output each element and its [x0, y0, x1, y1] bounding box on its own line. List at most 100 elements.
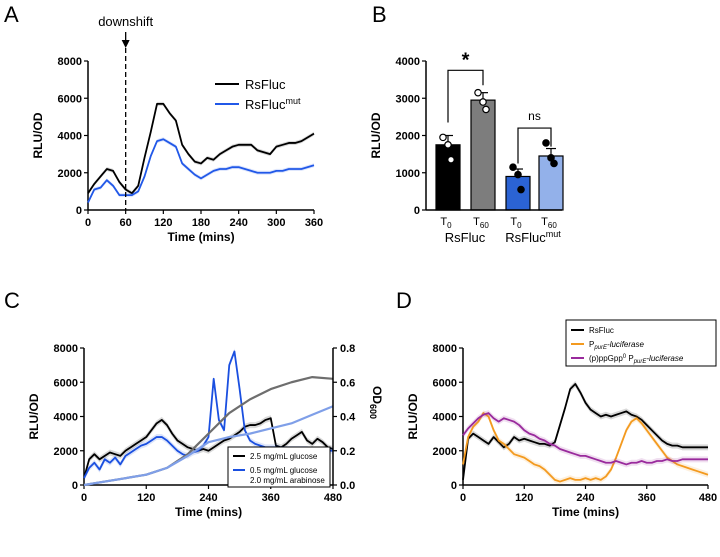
y-tick-label: 0	[72, 480, 78, 492]
significance-label: *	[462, 49, 470, 71]
text-part: RsFluc	[245, 97, 286, 112]
legend-box	[227, 446, 331, 488]
significance-label: ns	[528, 109, 541, 123]
text-part: RsFluc	[505, 230, 546, 245]
panel-letter-c: C	[4, 288, 20, 313]
text-part: RsFluc	[245, 77, 286, 92]
bar	[470, 99, 496, 211]
y-axis-label: RLU/OD	[369, 112, 383, 158]
panel-letter-b: B	[372, 2, 387, 27]
y-tick-label: 4000	[433, 412, 457, 424]
x-tick-label: 60	[120, 217, 132, 229]
y2-tick-label: 0.6	[340, 377, 355, 389]
data-point	[547, 154, 555, 162]
series-line	[87, 102, 315, 195]
x-tick-label: 480	[324, 492, 342, 504]
series-error-band	[463, 380, 708, 483]
legend-label: 2.5 mg/mL glucose	[250, 452, 318, 461]
text-part: RsFluc	[589, 326, 614, 335]
x-tick-label: 0	[81, 492, 87, 504]
bar	[435, 144, 461, 211]
legend-label: 0.5 mg/mL glucose	[250, 466, 318, 475]
y-tick-label: 6000	[54, 377, 78, 389]
y-tick-label: 0	[451, 480, 457, 492]
data-point	[479, 98, 487, 106]
y-tick-label: 1000	[396, 168, 420, 180]
series-line	[462, 383, 708, 480]
y-tick-label: 6000	[58, 93, 82, 105]
legend-label: PpurE-luciferase	[589, 340, 644, 351]
series-error-band	[84, 415, 333, 482]
text-part: OD	[370, 386, 384, 404]
category-label: T0	[510, 216, 522, 230]
y-tick-label: 4000	[54, 412, 78, 424]
y-axis-label: RLU/OD	[406, 393, 420, 439]
y-axis-label: RLU/OD	[31, 112, 45, 158]
data-point	[542, 139, 550, 147]
text-part: T	[473, 216, 480, 228]
panel-a-chart: 0 2000 4000 6000 8000 0 60 120 180 240 300 360 Time …	[31, 14, 323, 244]
bar	[538, 155, 564, 211]
data-point	[482, 105, 490, 114]
text-part: 0	[623, 354, 627, 360]
x-tick-label: 480	[699, 492, 717, 504]
text-part: -luciferase	[607, 340, 644, 349]
text-part: purE	[593, 345, 608, 351]
category-label: T0	[440, 216, 452, 230]
y-tick-label: 8000	[433, 343, 457, 355]
data-point	[514, 170, 522, 179]
x-tick-label: 120	[154, 217, 172, 229]
panel-d-chart: 0 2000 4000 6000 8000 0 120 240 360 480 Time (mins…	[406, 319, 717, 519]
category-label: T60	[473, 216, 489, 230]
downshift-label: downshift	[98, 14, 153, 29]
significance-bracket	[517, 127, 552, 164]
text-part: (p)ppGpp	[589, 354, 623, 363]
text-part: P	[589, 340, 594, 349]
x-axis-label: Time (mins)	[175, 505, 242, 519]
x-tick-label: 0	[85, 217, 91, 229]
legend-label: RsFluc	[589, 326, 614, 335]
y-tick-label: 4000	[396, 56, 420, 68]
text-part: mut	[546, 229, 562, 239]
text-part: T	[541, 216, 548, 228]
data-point	[509, 163, 517, 171]
category-label: T60	[541, 216, 557, 230]
series-line	[83, 417, 334, 479]
x-tick-label: 120	[137, 492, 155, 504]
x-tick-label: 360	[305, 217, 323, 229]
y-tick-label: 6000	[433, 377, 457, 389]
text-part: P	[626, 354, 634, 363]
data-point	[474, 88, 482, 97]
text-part: 600	[368, 404, 378, 419]
x-tick-label: 360	[638, 492, 656, 504]
data-point	[447, 155, 455, 164]
text-part: 0	[447, 221, 452, 230]
significance-bracket	[447, 69, 484, 123]
legend-box	[565, 319, 717, 367]
x-tick-label: 240	[576, 492, 594, 504]
data-point	[439, 133, 447, 142]
y2-tick-label: 0.2	[340, 446, 355, 458]
series-line	[462, 412, 709, 483]
downshift-arrowhead	[121, 40, 130, 48]
group-label: RsFlucmut	[505, 229, 561, 245]
panel-letter-a: A	[4, 2, 19, 27]
y2-tick-label: 0.4	[340, 412, 356, 424]
x-tick-label: 240	[199, 492, 217, 504]
text-part: T	[510, 216, 517, 228]
x-tick-label: 120	[515, 492, 533, 504]
y2-axis-label: OD600	[368, 386, 384, 419]
y2-tick-label: 0.0	[340, 480, 355, 492]
legend-label: RsFlucmut	[245, 96, 301, 112]
legend-label: 2.0 mg/mL arabinose	[250, 476, 325, 485]
text-part: 60	[548, 221, 557, 230]
text-part: -luciferase	[646, 354, 683, 363]
y-tick-label: 2000	[396, 131, 420, 143]
x-axis-label: Time (mins)	[552, 505, 619, 519]
x-tick-label: 0	[460, 492, 466, 504]
y-tick-label: 2000	[58, 168, 82, 180]
y-tick-label: 4000	[58, 131, 82, 143]
x-axis-label: Time (mins)	[167, 230, 234, 244]
text-part: purE	[633, 359, 648, 365]
